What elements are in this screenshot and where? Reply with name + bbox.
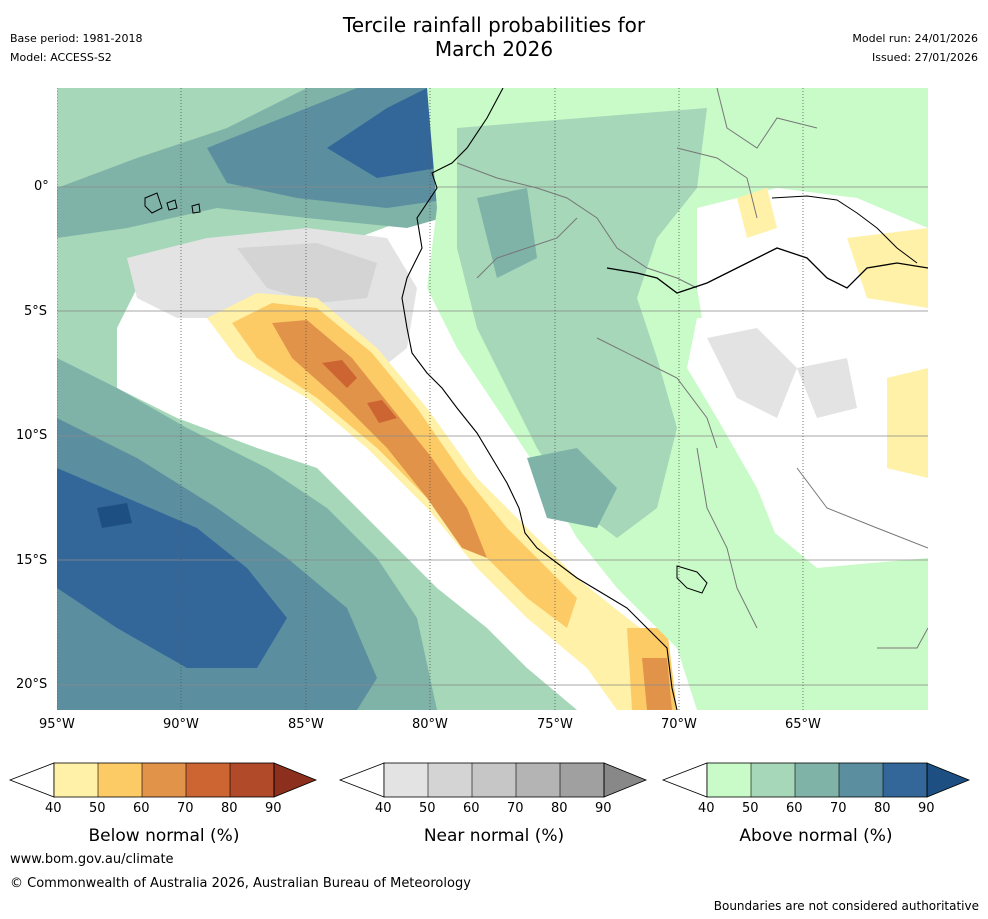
lon-label-80w: 80°W [412,717,448,732]
above-tick-70: 70 [830,801,847,816]
near-tick-50: 50 [419,801,436,816]
near-normal-colorbar [338,762,648,798]
lat-label-10s: 10°S [16,428,48,443]
above-tick-90: 90 [918,801,935,816]
below-normal-legend-title: Below normal (%) [88,826,240,846]
below-tick-90: 90 [265,801,282,816]
lon-label-95w: 95°W [39,717,75,732]
above-normal-colorbar [661,762,971,798]
below-normal-60 [272,320,487,558]
lat-label-15s: 15°S [16,553,48,568]
above-tick-80: 80 [874,801,891,816]
ocean-above-normal-90 [97,503,132,528]
lon-label-70w: 70°W [661,717,697,732]
near-normal-offshore-50 [237,243,377,303]
below-normal-east-2 [887,368,928,478]
lat-label-0: 0° [34,179,49,194]
lake-titicaca [676,565,708,594]
lon-label-65w: 65°W [785,717,821,732]
lon-label-85w: 85°W [288,717,324,732]
lon-label-90w: 90°W [163,717,199,732]
near-tick-40: 40 [375,801,392,816]
coastline [401,88,678,710]
rio-negro [771,195,918,264]
near-normal-legend-title: Near normal (%) [423,826,565,846]
land-above-normal-60 [527,448,617,528]
near-tick-70: 70 [507,801,524,816]
below-tick-80: 80 [221,801,238,816]
below-tick-40: 40 [45,801,62,816]
rainfall-probability-map [57,88,928,710]
near-tick-60: 60 [463,801,480,816]
model-run-text: Model run: 24/01/2026 [852,32,978,45]
below-tick-70: 70 [177,801,194,816]
near-tick-90: 90 [595,801,612,816]
below-normal-east-1 [847,228,928,308]
disclaimer-text: Boundaries are not considered authoritat… [713,899,979,913]
above-tick-50: 50 [742,801,759,816]
below-normal-70 [322,360,357,388]
issued-text: Issued: 27/01/2026 [871,51,978,64]
latitude-gridlines [57,186,928,686]
below-normal-colorbar [8,762,318,798]
map-title-line2: March 2026 [434,37,554,61]
below-normal-east-3 [737,188,777,238]
below-normal-70b [367,400,397,423]
below-tick-50: 50 [89,801,106,816]
below-normal-southern-60 [642,658,672,710]
near-normal-east-2 [797,358,857,418]
country-borders [456,88,928,649]
land-above-normal-60b [477,188,537,278]
below-tick-60: 60 [133,801,150,816]
near-normal-east-1 [707,328,797,418]
above-tick-40: 40 [698,801,715,816]
above-tick-60: 60 [786,801,803,816]
bom-url-link[interactable]: www.bom.gov.au/climate [10,852,174,867]
near-tick-80: 80 [551,801,568,816]
lat-label-5s: 5°S [24,304,48,319]
map-title-line1: Tercile rainfall probabilities for [342,13,646,37]
model-text: Model: ACCESS-S2 [10,51,112,64]
lat-label-20s: 20°S [16,677,48,692]
land-above-south-east [697,518,928,668]
copyright-text: © Commonwealth of Australia 2026, Austra… [10,876,471,891]
galapagos-islands [144,192,201,214]
amazon-river [606,247,928,294]
base-period-text: Base period: 1981-2018 [10,32,143,45]
above-normal-legend-title: Above normal (%) [739,826,893,846]
lon-label-75w: 75°W [537,717,573,732]
